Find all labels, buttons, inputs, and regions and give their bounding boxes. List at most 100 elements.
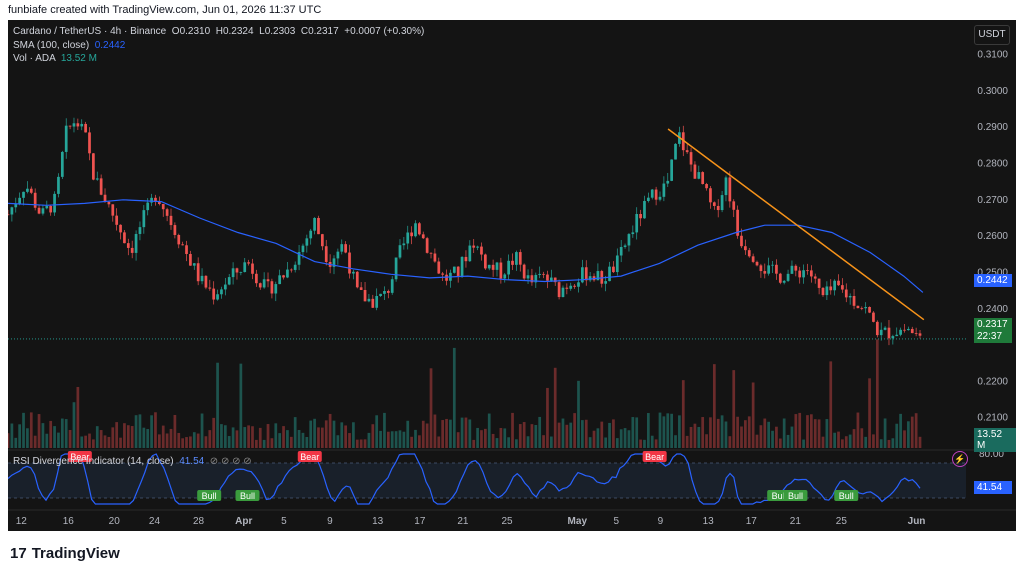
candle-body [146, 202, 150, 211]
volume-bar [328, 413, 332, 448]
volume-bar [379, 430, 382, 448]
volume-bar [883, 418, 887, 448]
price-chart[interactable]: 0.3100 0.3000 0.2900 0.2800 0.2700 0.2600 0.25… [8, 20, 1016, 531]
candle-body [286, 269, 289, 278]
candle-body [546, 274, 549, 281]
volume-bar [119, 437, 122, 448]
candle-body [92, 153, 95, 180]
volume-bar [142, 427, 146, 448]
volume-bar [414, 429, 417, 448]
time-tick-label: Jun [908, 516, 926, 527]
volume-bar [817, 419, 821, 448]
volume-bar [452, 347, 456, 448]
volume-bar [724, 421, 728, 448]
volume-bar [76, 386, 80, 448]
volume-bar [169, 428, 173, 448]
sma-legend[interactable]: SMA (100, close) 0.2442 [13, 40, 125, 51]
candle-body [464, 256, 468, 262]
volume-bar [57, 432, 60, 448]
volume-bar [398, 430, 402, 448]
volume-bar [553, 367, 557, 448]
candle-body [192, 263, 196, 266]
candle-body [26, 188, 29, 192]
candle-body [635, 213, 639, 233]
time-tick-label: 28 [193, 516, 205, 527]
candle-body [581, 267, 584, 283]
sma-value: 0.2442 [94, 40, 126, 51]
candle-body [371, 298, 375, 308]
volume-bar [678, 415, 681, 448]
volume-bar [84, 435, 87, 448]
candle-body [744, 246, 747, 251]
volume-bar [348, 433, 351, 448]
volume-bar [301, 432, 305, 448]
volume-bar [293, 417, 297, 448]
candle-body [235, 268, 239, 273]
candle-body [367, 298, 371, 302]
volume-bar [189, 436, 192, 448]
candle-body [569, 285, 573, 289]
volume-bar [802, 439, 805, 448]
candle-body [542, 273, 545, 275]
volume-bar [907, 421, 910, 448]
volume-bar [10, 423, 14, 448]
volume-bar [689, 426, 693, 448]
candle-body [483, 254, 487, 269]
volume-bar [709, 417, 712, 448]
candle-body [658, 196, 662, 200]
currency-button[interactable]: USDT [974, 25, 1010, 45]
change-value: +0.0007 (+0.30%) [344, 26, 425, 37]
candle-body [99, 178, 103, 195]
volume-bar [243, 427, 247, 448]
volume-bar [359, 439, 363, 448]
tradingview-logo[interactable]: 17 TradingView [10, 545, 120, 562]
volume-bar [68, 429, 72, 448]
volume-bar [821, 436, 825, 448]
candle-body [530, 275, 534, 283]
candle-body [577, 282, 580, 287]
time-tick-label: 13 [372, 516, 384, 527]
candle-body [639, 213, 642, 219]
bull-signal-label [235, 490, 260, 501]
candle-body [332, 258, 336, 267]
volume-bar [833, 432, 836, 448]
candle-body [394, 257, 398, 280]
candle-body [181, 244, 184, 246]
volume-bar [608, 422, 611, 448]
volume-bar [487, 413, 491, 448]
volume-bar [406, 420, 410, 448]
candle-body [402, 243, 406, 246]
volume-bar [837, 431, 840, 448]
volume-bar [324, 420, 328, 448]
candle-body [216, 294, 219, 300]
price-tick-label: 0.2900 [977, 122, 1008, 133]
candle-body [623, 245, 627, 247]
candle-body [751, 256, 755, 262]
time-tick-label: 12 [16, 516, 28, 527]
lightning-icon[interactable]: ⚡ [952, 451, 968, 467]
candle-body [301, 245, 305, 253]
candle-body [386, 291, 390, 293]
candle-body [289, 269, 293, 271]
volume-bar [476, 427, 479, 448]
candle-body [495, 262, 499, 270]
rsi-value: 41.54 [179, 456, 205, 467]
candle-body [914, 333, 918, 334]
rsi-settings-icons[interactable]: ⊘ ⊘ ⊘ ⊘ [209, 456, 252, 467]
candle-body [841, 285, 844, 290]
chart-panel[interactable]: 0.3100 0.3000 0.2900 0.2800 0.2700 0.2600 0.25… [8, 20, 1016, 531]
volume-bar [716, 418, 720, 448]
candle-body [534, 274, 538, 283]
time-tick-label: Apr [235, 516, 252, 527]
volume-bar [239, 363, 243, 448]
candle-body [775, 264, 778, 274]
rsi-legend[interactable]: RSI Divergence Indicator (14, close) 41.… [13, 456, 252, 467]
volume-bar [747, 416, 751, 448]
candle-body [860, 308, 864, 309]
volume-legend[interactable]: Vol · ADA 13.52 M [13, 53, 97, 64]
candle-body [64, 125, 68, 152]
volume-bar [507, 437, 510, 448]
volume-bar [697, 426, 701, 448]
volume-bar [45, 433, 49, 448]
candle-body [891, 336, 895, 339]
